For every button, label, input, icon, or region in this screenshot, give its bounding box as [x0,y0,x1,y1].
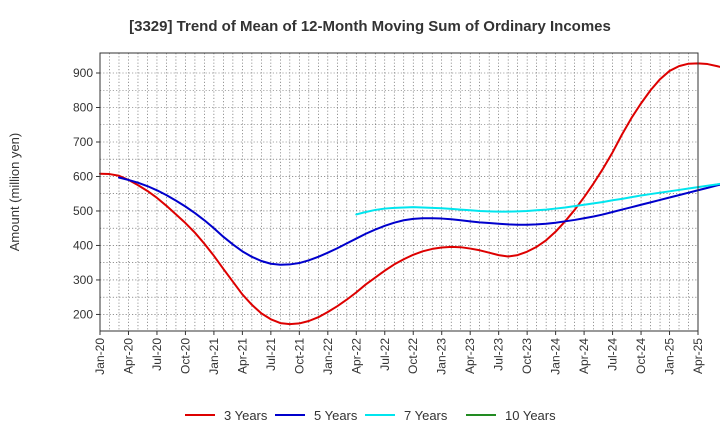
y-tick-label: 500 [73,204,93,218]
grid [100,53,698,331]
x-tick-label: Jan-25 [663,338,677,375]
x-tick-label: Apr-25 [691,338,705,374]
x-tick-label: Apr-22 [349,338,363,374]
y-axis-label: Amount (million yen) [7,133,22,252]
y-axis-ticks: 200 300 400 500 600 700 800 900 [73,66,100,321]
legend-label-3-years: 3 Years [224,408,268,423]
x-tick-label: Jan-24 [549,338,563,375]
y-tick-label: 900 [73,66,93,80]
x-tick-label: Jul-23 [492,338,506,371]
x-tick-label: Jul-22 [378,338,392,371]
x-tick-label: Jul-20 [150,338,164,371]
x-tick-label: Apr-20 [121,338,135,374]
y-tick-label: 600 [73,169,93,183]
series-line-5-years [117,176,720,266]
plot-frame [99,52,699,332]
legend-label-10-years: 10 Years [505,408,556,423]
y-tick-label: 300 [73,273,93,287]
y-tick-label: 800 [73,100,93,114]
x-tick-label: Oct-20 [178,338,192,374]
x-axis-ticks: Jan-20 Apr-20 Jul-20 Oct-20 Jan-21 Apr-21 Jul-… [93,331,705,375]
x-tick-label: Apr-23 [463,338,477,374]
y-tick-label: 200 [73,307,93,321]
x-tick-label: Jan-23 [435,338,449,375]
x-tick-label: Oct-22 [406,338,420,374]
series-line-3-years [99,62,720,326]
x-tick-label: Apr-24 [577,338,591,374]
series-lines [99,62,720,326]
y-tick-label: 700 [73,135,93,149]
y-tick-label: 400 [73,238,93,252]
x-tick-label: Jul-24 [606,338,620,371]
x-tick-label: Apr-21 [235,338,249,374]
x-tick-label: Jan-22 [321,338,335,375]
legend-label-7-years: 7 Years [404,408,448,423]
x-tick-label: Oct-23 [520,338,534,374]
legend-label-5-years: 5 Years [314,408,358,423]
x-tick-label: Oct-24 [634,338,648,374]
x-tick-label: Oct-21 [292,338,306,374]
x-tick-label: Jan-20 [93,338,107,375]
x-tick-label: Jul-21 [264,338,278,371]
chart-title: [3329] Trend of Mean of 12-Month Moving … [129,18,611,35]
series-line-7-years [355,182,720,216]
x-tick-label: Jan-21 [207,338,221,375]
legend: 3 Years 5 Years 7 Years 10 Years [185,408,556,423]
